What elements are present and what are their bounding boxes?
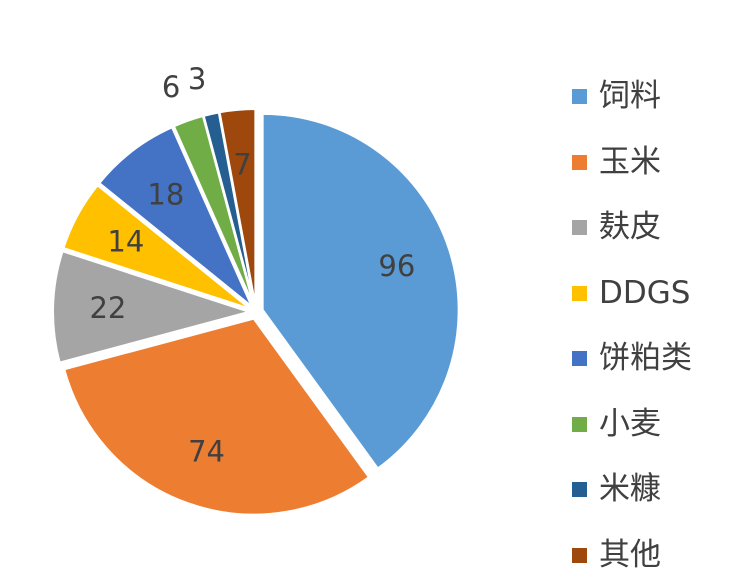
legend-label: 其他 xyxy=(599,540,661,571)
legend-label: 米糠 xyxy=(599,474,661,505)
legend-item: 饲料 xyxy=(572,64,742,130)
legend-swatch xyxy=(572,155,587,170)
legend-label: 小麦 xyxy=(599,409,661,440)
legend-item: 饼粕类 xyxy=(572,326,742,392)
legend-label: DDGS xyxy=(599,278,690,309)
legend-label: 玉米 xyxy=(599,147,661,178)
legend-item: 其他 xyxy=(572,523,742,588)
data-label-1: 96 xyxy=(378,249,415,283)
legend-swatch xyxy=(572,286,587,301)
legend-item: 米糠 xyxy=(572,457,742,523)
data-label-4: 14 xyxy=(107,224,144,258)
data-label-2: 74 xyxy=(188,435,225,469)
data-label-6: 6 xyxy=(162,70,180,104)
legend-item: 玉米 xyxy=(572,130,742,196)
legend-swatch xyxy=(572,482,587,497)
data-label-5: 18 xyxy=(147,177,184,211)
legend-swatch xyxy=(572,417,587,432)
chart-legend: 饲料 玉米 麸皮 DDGS 饼粕类 小麦 米糠 其他 xyxy=(572,64,742,588)
data-label-3: 22 xyxy=(89,291,126,325)
legend-label: 饼粕类 xyxy=(599,343,692,374)
legend-swatch xyxy=(572,220,587,235)
legend-swatch xyxy=(572,89,587,104)
data-label-7: 3 xyxy=(188,62,206,96)
legend-item: 小麦 xyxy=(572,392,742,458)
legend-label: 麸皮 xyxy=(599,212,661,243)
data-label-8: 7 xyxy=(233,148,251,182)
legend-item: 麸皮 xyxy=(572,195,742,261)
legend-swatch xyxy=(572,351,587,366)
legend-label: 饲料 xyxy=(599,81,661,112)
legend-item: DDGS xyxy=(572,261,742,327)
legend-swatch xyxy=(572,548,587,563)
